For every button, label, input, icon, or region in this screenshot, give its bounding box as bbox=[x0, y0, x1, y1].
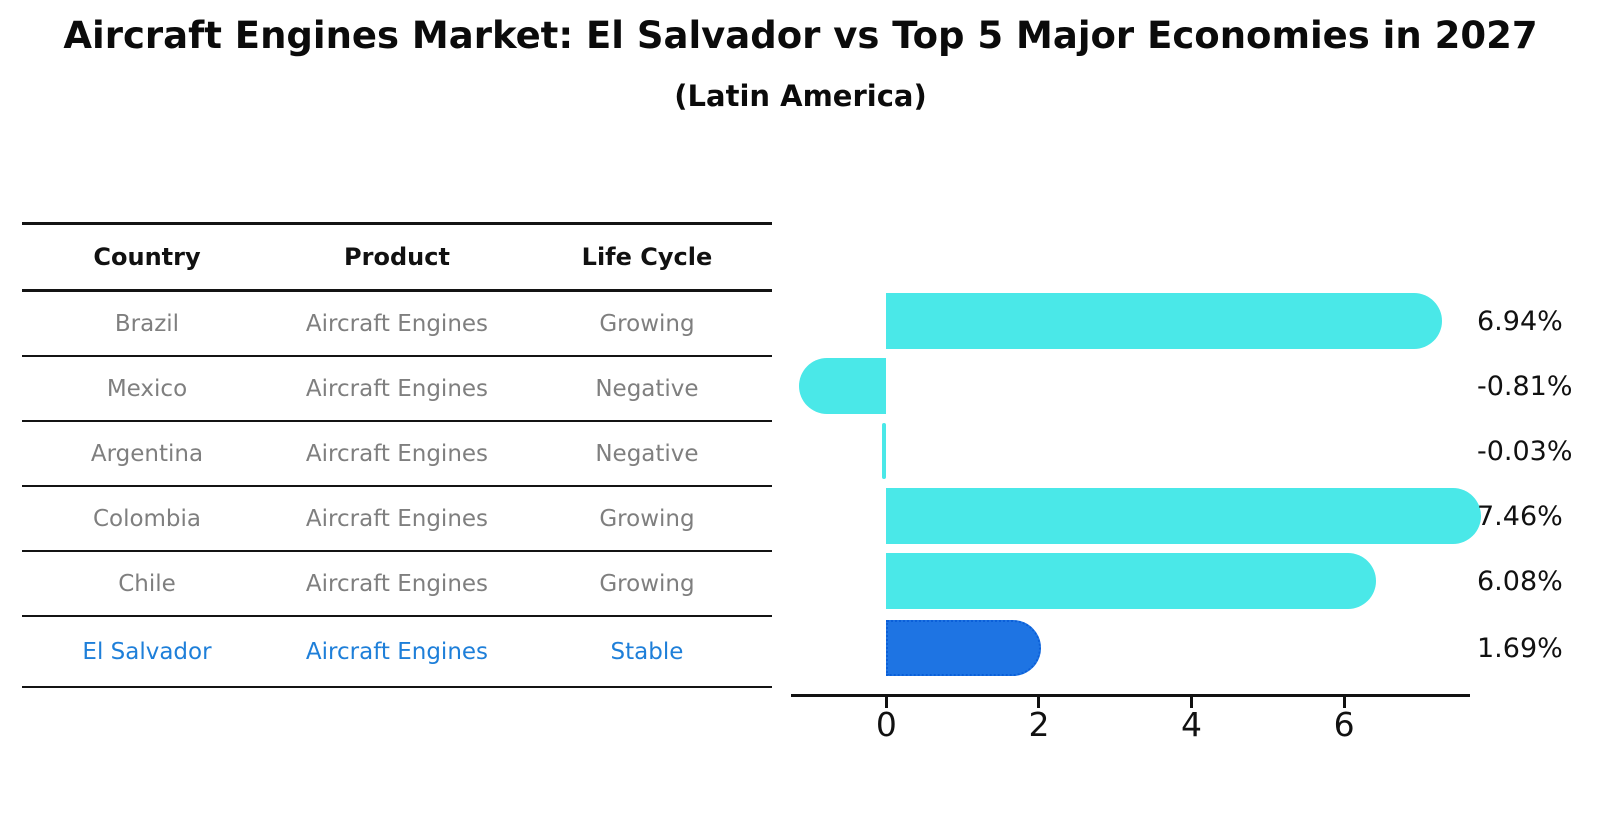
table-cell-country: Mexico bbox=[106, 375, 188, 402]
x-axis-tick-label: 2 bbox=[1028, 705, 1050, 744]
table-header-row: Country Product Life Cycle bbox=[22, 225, 772, 292]
x-axis-tick-label: 0 bbox=[875, 705, 897, 744]
table-cell-product: Aircraft Engines bbox=[305, 310, 489, 337]
x-axis-line bbox=[791, 694, 1470, 697]
table-cell-product: Aircraft Engines bbox=[305, 505, 489, 532]
table-row: Mexico Aircraft Engines Negative bbox=[22, 357, 772, 422]
table-row: Argentina Aircraft Engines Negative bbox=[22, 422, 772, 487]
page-title: Aircraft Engines Market: El Salvador vs … bbox=[63, 14, 1538, 57]
bar-value-label: -0.03% bbox=[1477, 435, 1573, 467]
table-header-life-cycle: Life Cycle bbox=[581, 243, 713, 271]
bar-value-label: 6.94% bbox=[1477, 305, 1563, 337]
table-cell-life-cycle: Negative bbox=[595, 440, 699, 467]
x-axis-tick bbox=[1037, 697, 1041, 708]
page-subtitle: (Latin America) bbox=[674, 79, 927, 113]
x-axis-tick bbox=[884, 697, 888, 708]
table-cell-life-cycle: Growing bbox=[599, 310, 695, 337]
bar-argentina bbox=[882, 423, 887, 479]
country-table: Country Product Life Cycle Brazil Aircraf… bbox=[22, 222, 772, 688]
table-cell-life-cycle: Growing bbox=[599, 570, 695, 597]
table-row: Brazil Aircraft Engines Growing bbox=[22, 292, 772, 357]
x-axis-tick bbox=[1190, 697, 1194, 708]
bar-highlight-el-salvador bbox=[886, 620, 1042, 676]
table-header-country: Country bbox=[93, 243, 201, 271]
x-axis-tick-label: 4 bbox=[1181, 705, 1203, 744]
table-row: Chile Aircraft Engines Growing bbox=[22, 552, 772, 617]
table-cell-product: Aircraft Engines bbox=[305, 440, 489, 467]
bar-colombia bbox=[886, 488, 1482, 544]
bar-mexico bbox=[798, 358, 887, 414]
bar-value-label: 6.08% bbox=[1477, 565, 1563, 597]
table-cell-product: Aircraft Engines bbox=[305, 570, 489, 597]
bar-value-label: 7.46% bbox=[1477, 500, 1563, 532]
table-cell-country: Argentina bbox=[90, 440, 204, 467]
bar-brazil bbox=[886, 293, 1442, 349]
x-axis-tick bbox=[1342, 697, 1346, 708]
table-cell-country: Brazil bbox=[114, 310, 180, 337]
table-header-product: Product bbox=[344, 243, 450, 271]
table-cell-country: Colombia bbox=[92, 505, 202, 532]
table-cell-product: Aircraft Engines bbox=[305, 638, 489, 665]
table-cell-product: Aircraft Engines bbox=[305, 375, 489, 402]
table-cell-life-cycle: Negative bbox=[595, 375, 699, 402]
bar-chile bbox=[886, 553, 1377, 609]
table-cell-country: El Salvador bbox=[82, 638, 212, 665]
table-cell-country: Chile bbox=[118, 570, 176, 597]
table-cell-life-cycle: Growing bbox=[599, 505, 695, 532]
bar-value-label: 1.69% bbox=[1477, 632, 1563, 664]
x-axis-tick-label: 6 bbox=[1333, 705, 1355, 744]
table-row: Colombia Aircraft Engines Growing bbox=[22, 487, 772, 552]
bar-value-label: -0.81% bbox=[1477, 370, 1573, 402]
table-cell-life-cycle: Stable bbox=[610, 638, 684, 665]
table-row: El Salvador Aircraft Engines Stable bbox=[22, 617, 772, 688]
